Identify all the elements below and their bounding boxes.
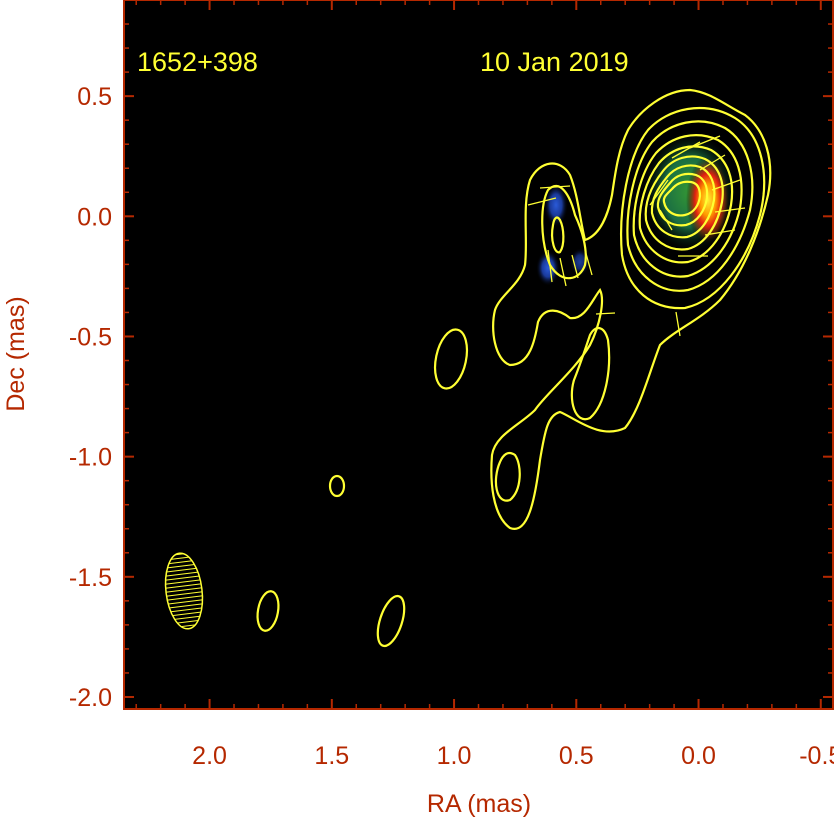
epoch-label: 10 Jan 2019: [480, 47, 629, 77]
y-tick-label: -1.0: [69, 444, 112, 472]
x-axis-title: RA (mas): [427, 790, 531, 818]
y-tick-label: 0.0: [77, 203, 112, 231]
polarization-vectors: [527, 135, 746, 337]
source-label: 1652+398: [137, 47, 258, 77]
x-tick-label: 1.5: [314, 742, 349, 770]
x-tick-label: 1.0: [437, 742, 472, 770]
x-tick-label: 2.0: [192, 742, 227, 770]
x-tick-label: 0.5: [559, 742, 594, 770]
x-tick-label: -0.5: [799, 742, 834, 770]
beam-ellipse: [164, 552, 204, 630]
outer-contour: [490, 88, 772, 530]
y-tick-label: -2.0: [69, 684, 112, 712]
y-tick-label: -0.5: [69, 323, 112, 351]
y-tick-label: -1.5: [69, 564, 112, 592]
y-axis-title: Dec (mas): [2, 296, 30, 411]
y-tick-label: 0.5: [77, 83, 112, 111]
intensity-contours: [256, 88, 772, 648]
y-axis: 0.5 0.0 -0.5 -1.0 -1.5 -2.0: [69, 23, 833, 712]
plot-background: [124, 0, 834, 709]
x-axis: 2.0 1.5 1.0 0.5 0.0 -0.5: [135, 0, 834, 770]
x-tick-label: 0.0: [681, 742, 716, 770]
